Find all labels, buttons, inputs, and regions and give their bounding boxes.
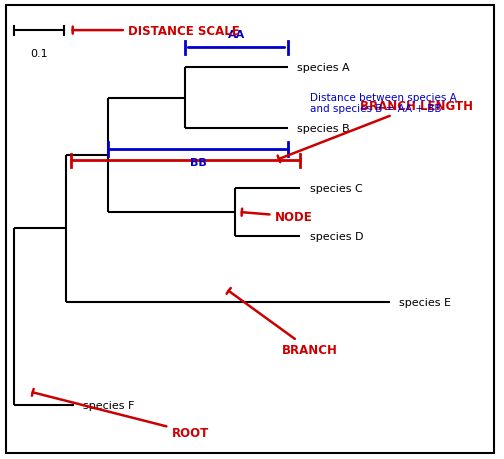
- Text: species A: species A: [297, 62, 350, 73]
- Text: BRANCH: BRANCH: [227, 288, 338, 357]
- Text: species D: species D: [310, 231, 363, 241]
- Text: BRANCH LENGTH: BRANCH LENGTH: [278, 100, 473, 163]
- Text: species F: species F: [84, 400, 135, 410]
- Text: ROOT: ROOT: [32, 389, 209, 439]
- Text: DISTANCE SCALE: DISTANCE SCALE: [73, 24, 240, 38]
- Text: BB: BB: [190, 158, 206, 168]
- Text: species B: species B: [297, 124, 350, 134]
- Text: NODE: NODE: [241, 209, 313, 224]
- Text: species C: species C: [310, 184, 363, 193]
- Text: 0.1: 0.1: [30, 49, 47, 59]
- Text: Distance between species A
and species B = AA + BB: Distance between species A and species B…: [310, 93, 457, 114]
- Text: AA: AA: [228, 30, 245, 40]
- Text: species E: species E: [400, 297, 452, 308]
